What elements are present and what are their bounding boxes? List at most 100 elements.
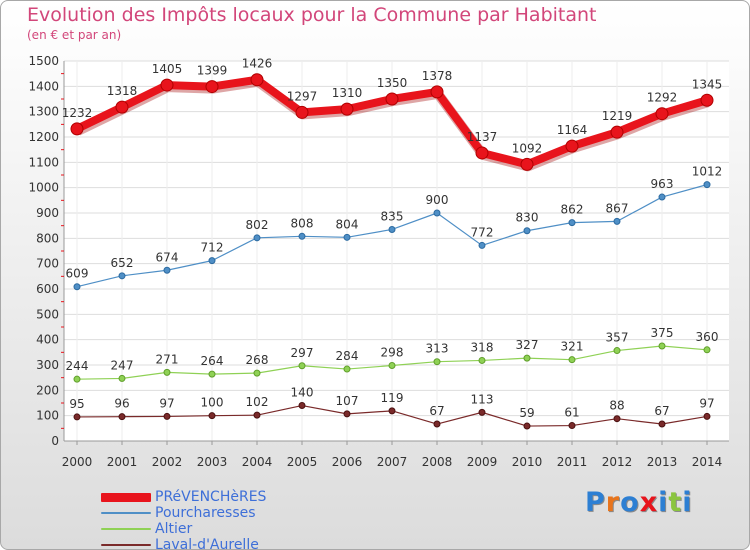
data-point xyxy=(160,78,174,92)
data-point xyxy=(613,347,621,355)
x-tick-label: 2003 xyxy=(197,455,228,469)
data-label: 96 xyxy=(114,397,129,411)
data-point xyxy=(253,369,261,377)
data-point xyxy=(433,209,441,217)
data-point xyxy=(433,420,441,428)
data-point xyxy=(205,80,219,94)
data-label: 1350 xyxy=(377,76,408,90)
data-label: 1399 xyxy=(197,64,228,78)
data-point xyxy=(523,422,531,430)
data-point xyxy=(115,100,129,114)
x-tick-label: 2013 xyxy=(647,455,678,469)
data-label: 271 xyxy=(156,352,179,366)
logo-letter: r xyxy=(605,487,621,518)
data-label: 102 xyxy=(246,395,269,409)
y-tick-label: 200 xyxy=(36,383,59,397)
data-label: 95 xyxy=(69,397,84,411)
data-label: 1378 xyxy=(422,69,453,83)
data-point xyxy=(163,368,171,376)
data-label: 284 xyxy=(336,349,359,363)
data-point xyxy=(475,146,489,160)
data-label: 835 xyxy=(381,209,404,223)
data-label: 1092 xyxy=(512,141,543,155)
data-label: 357 xyxy=(606,331,629,345)
data-label: 609 xyxy=(66,267,89,281)
legend-swatch xyxy=(101,512,151,514)
x-tick-label: 2002 xyxy=(152,455,183,469)
logo-letter: i xyxy=(682,487,693,518)
data-label: 1137 xyxy=(467,130,498,144)
data-label: 298 xyxy=(381,346,404,360)
data-label: 67 xyxy=(654,404,669,418)
data-point xyxy=(208,412,216,420)
data-label: 113 xyxy=(471,392,494,406)
chart-subtitle: (en € et par an) xyxy=(27,28,122,42)
data-label: 327 xyxy=(516,338,539,352)
data-label: 268 xyxy=(246,353,269,367)
legend-label: Pourcharesses xyxy=(155,505,256,521)
x-tick-label: 2004 xyxy=(242,455,273,469)
x-tick-label: 2012 xyxy=(602,455,633,469)
legend-item: Altier xyxy=(101,521,266,537)
logo-letter: P xyxy=(585,487,606,518)
x-tick-label: 2009 xyxy=(467,455,498,469)
x-tick-label: 2007 xyxy=(377,455,408,469)
x-tick-label: 2005 xyxy=(287,455,318,469)
logo-letter: x xyxy=(639,487,659,518)
plot-area xyxy=(64,61,729,441)
y-tick-label: 1300 xyxy=(28,105,59,119)
y-tick-label: 1200 xyxy=(28,130,59,144)
x-tick-label: 2001 xyxy=(107,455,138,469)
data-label: 119 xyxy=(381,391,404,405)
data-point xyxy=(658,342,666,350)
legend-label: Laval-d'Aurelle xyxy=(155,537,259,550)
data-point xyxy=(433,358,441,366)
data-label: 900 xyxy=(426,193,449,207)
x-tick-label: 2006 xyxy=(332,455,363,469)
y-tick-label: 900 xyxy=(36,206,59,220)
data-point xyxy=(208,370,216,378)
data-point xyxy=(343,410,351,418)
data-point xyxy=(253,411,261,419)
data-label: 1405 xyxy=(152,62,183,76)
logo-letter: t xyxy=(668,487,683,518)
data-label: 318 xyxy=(471,340,494,354)
data-label: 61 xyxy=(564,406,579,420)
data-point xyxy=(163,266,171,274)
legend-label: Altier xyxy=(155,521,193,537)
data-point xyxy=(478,241,486,249)
data-point xyxy=(568,422,576,430)
data-point xyxy=(703,346,711,354)
data-point xyxy=(655,107,669,121)
data-label: 1219 xyxy=(602,109,633,123)
data-label: 1426 xyxy=(242,57,273,71)
data-point xyxy=(118,272,126,280)
legend: PRéVENCHèRES Pourcharesses Altier Laval-… xyxy=(101,489,266,550)
legend-item: PRéVENCHèRES xyxy=(101,489,266,505)
data-label: 100 xyxy=(201,396,224,410)
data-point xyxy=(478,408,486,416)
data-label: 1232 xyxy=(62,106,93,120)
legend-swatch xyxy=(101,492,151,502)
data-point xyxy=(298,362,306,370)
data-point xyxy=(208,257,216,265)
data-point xyxy=(613,217,621,225)
data-label: 804 xyxy=(336,217,359,231)
data-label: 321 xyxy=(561,340,584,354)
data-label: 867 xyxy=(606,201,629,215)
data-point xyxy=(73,413,81,421)
data-point xyxy=(568,219,576,227)
data-label: 808 xyxy=(291,216,314,230)
x-tick-label: 2008 xyxy=(422,455,453,469)
logo-letter: o xyxy=(620,487,640,518)
data-label: 802 xyxy=(246,218,269,232)
data-label: 97 xyxy=(159,396,174,410)
y-tick-label: 600 xyxy=(36,282,59,296)
data-label: 772 xyxy=(471,225,494,239)
data-label: 247 xyxy=(111,358,134,372)
data-label: 1310 xyxy=(332,86,363,100)
data-point xyxy=(610,125,624,139)
data-point xyxy=(73,283,81,291)
